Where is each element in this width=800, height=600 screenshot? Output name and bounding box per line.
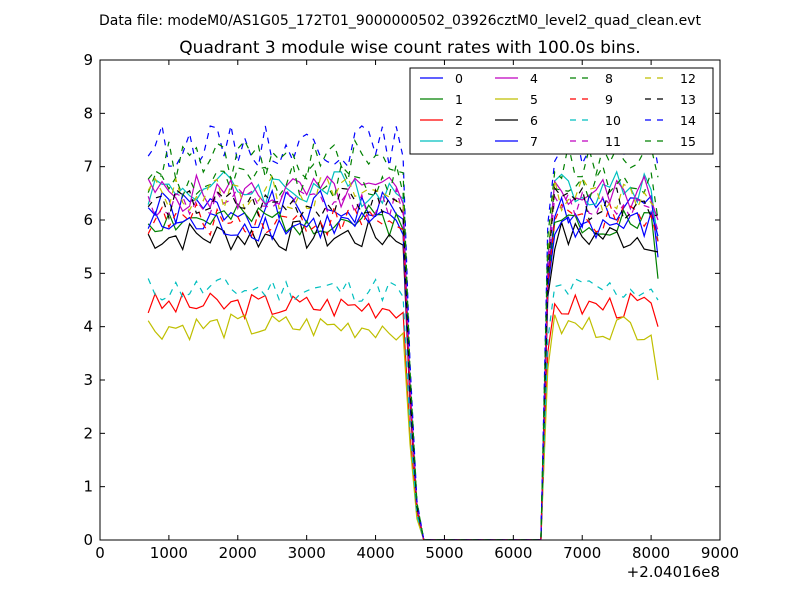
x-offset-label: +2.04016e8 bbox=[627, 563, 720, 581]
series-line-15 bbox=[147, 138, 659, 540]
y-tick-label: 8 bbox=[83, 104, 93, 122]
legend-label-15: 15 bbox=[680, 134, 696, 149]
x-tick-label: 4000 bbox=[356, 544, 394, 562]
x-tick-label: 3000 bbox=[288, 544, 326, 562]
series-line-2 bbox=[147, 291, 659, 540]
x-tick-label: 6000 bbox=[494, 544, 532, 562]
y-tick-label: 9 bbox=[83, 51, 93, 69]
chart-title: Quadrant 3 module wise count rates with … bbox=[179, 38, 640, 58]
legend-label-14: 14 bbox=[680, 113, 696, 128]
y-tick-label: 0 bbox=[83, 531, 93, 549]
legend-label-9: 9 bbox=[605, 92, 613, 107]
x-tick-label: 8000 bbox=[632, 544, 670, 562]
x-axis: 0 1000 2000 3000 4000 5000 6000 7000 8000 9000 bbox=[95, 60, 739, 562]
series-line-12 bbox=[147, 173, 659, 540]
legend-label-5: 5 bbox=[530, 92, 538, 107]
legend-label-1: 1 bbox=[455, 92, 463, 107]
series-line-11 bbox=[147, 186, 659, 540]
legend-label-11: 11 bbox=[605, 134, 621, 149]
series-line-1 bbox=[147, 202, 659, 540]
y-tick-label: 3 bbox=[83, 371, 93, 389]
series-layer bbox=[147, 123, 659, 540]
y-tick-label: 1 bbox=[83, 478, 93, 496]
legend-label-2: 2 bbox=[455, 113, 463, 128]
legend-label-12: 12 bbox=[680, 71, 696, 86]
y-tick-label: 2 bbox=[83, 424, 93, 442]
series-line-10 bbox=[147, 276, 659, 540]
x-tick-label: 0 bbox=[95, 544, 105, 562]
x-tick-label: 1000 bbox=[150, 544, 188, 562]
y-tick-label: 6 bbox=[83, 211, 93, 229]
x-tick-label: 2000 bbox=[219, 544, 257, 562]
y-tick-label: 4 bbox=[83, 318, 93, 336]
legend-label-0: 0 bbox=[455, 71, 463, 86]
series-line-4 bbox=[147, 173, 659, 540]
series-line-13 bbox=[147, 186, 659, 540]
legend-label-8: 8 bbox=[605, 71, 613, 86]
y-tick-label: 7 bbox=[83, 158, 93, 176]
x-tick-label: 5000 bbox=[425, 544, 463, 562]
series-line-5 bbox=[147, 313, 659, 540]
legend-frame bbox=[409, 67, 714, 155]
legend-label-3: 3 bbox=[455, 134, 463, 149]
x-tick-label: 9000 bbox=[701, 544, 739, 562]
x-tick-label: 7000 bbox=[563, 544, 601, 562]
legend-label-10: 10 bbox=[605, 113, 621, 128]
series-line-7 bbox=[147, 209, 659, 540]
legend-label-13: 13 bbox=[680, 92, 696, 107]
legend-label-6: 6 bbox=[530, 113, 538, 128]
y-tick-label: 5 bbox=[83, 264, 93, 282]
series-line-6 bbox=[147, 218, 659, 540]
legend-label-7: 7 bbox=[530, 134, 538, 149]
data-file-suptitle: Data file: modeM0/AS1G05_172T01_90000005… bbox=[99, 13, 701, 29]
series-line-8 bbox=[147, 162, 659, 540]
plot-frame bbox=[99, 59, 721, 541]
legend-label-4: 4 bbox=[530, 71, 538, 86]
